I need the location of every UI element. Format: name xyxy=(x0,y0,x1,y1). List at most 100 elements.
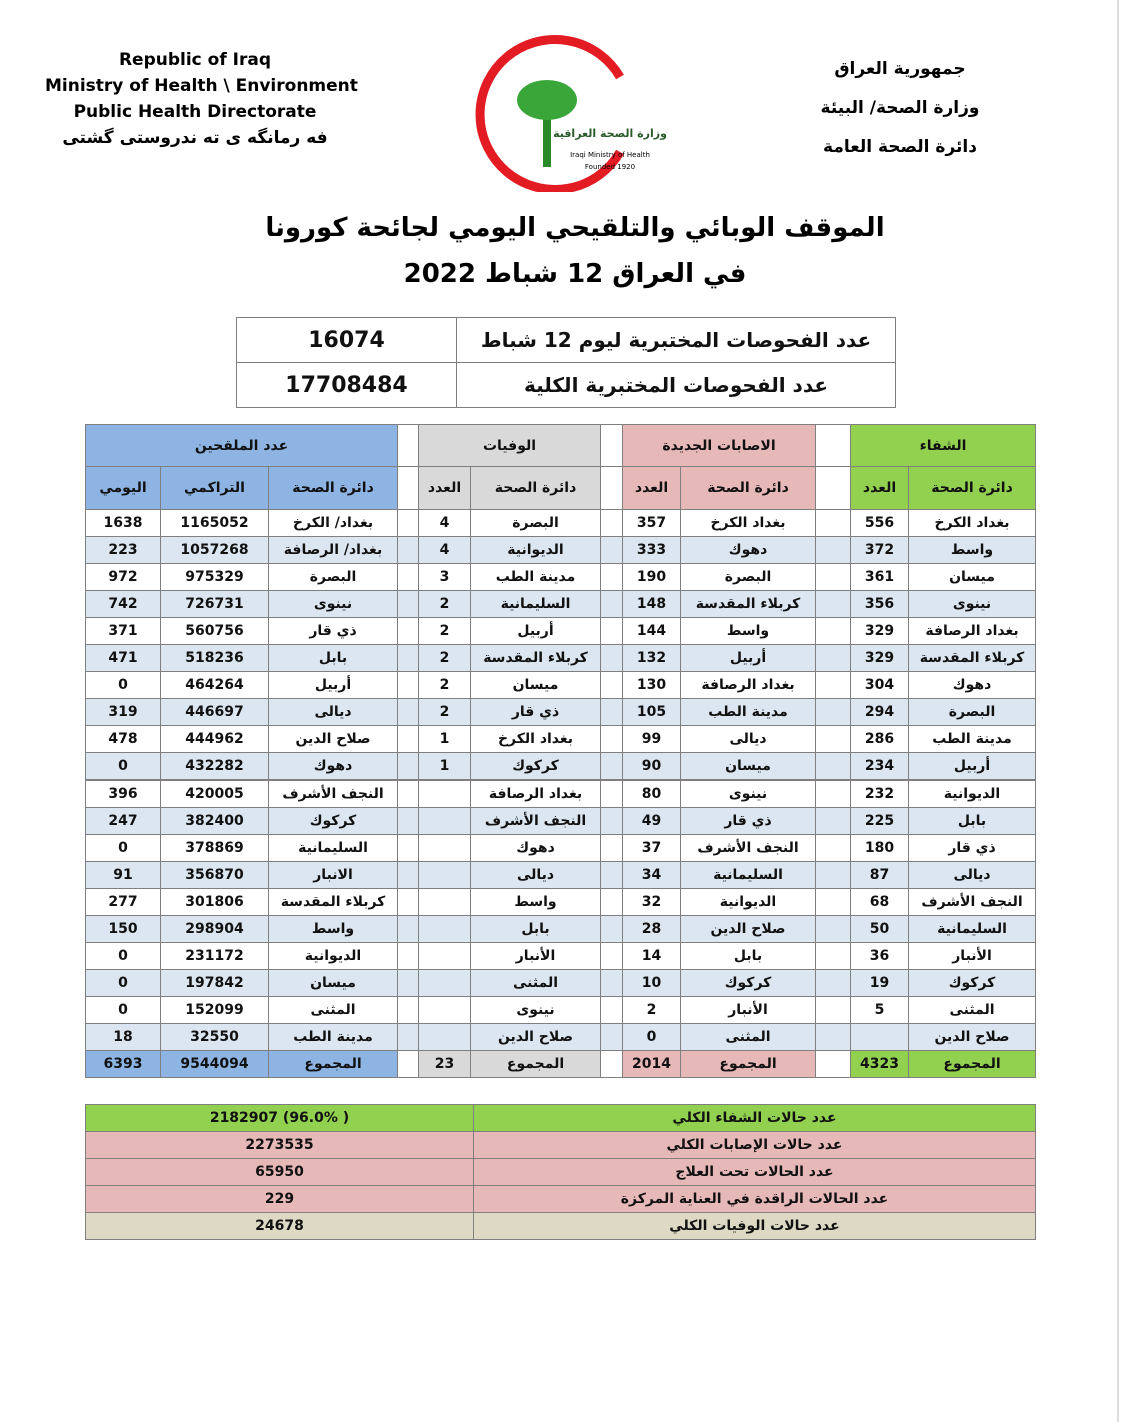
count: 301806 xyxy=(160,887,269,916)
count: 4 xyxy=(418,536,471,565)
gap xyxy=(600,644,623,673)
region: دهوك xyxy=(908,671,1036,700)
count: 3 xyxy=(418,563,471,592)
summary-label: عدد الحالات الراقدة في العناية المركزة xyxy=(473,1185,1036,1213)
count xyxy=(850,1022,909,1051)
count: 0 xyxy=(622,1022,681,1051)
gap xyxy=(397,590,419,619)
region: صلاح الدين xyxy=(908,1022,1036,1051)
gap xyxy=(600,725,623,754)
count: 87 xyxy=(850,860,909,889)
gap xyxy=(815,509,851,538)
gap xyxy=(600,1022,623,1051)
gap xyxy=(397,860,419,889)
gap xyxy=(815,698,851,727)
region: مدينة الطب xyxy=(680,698,816,727)
count: 5 xyxy=(850,995,909,1024)
region: بغداد الكرخ xyxy=(680,509,816,538)
gap xyxy=(815,752,851,781)
region: الانبار xyxy=(268,860,398,889)
summary-label: عدد حالات الإصابات الكلي xyxy=(473,1131,1036,1159)
region: ديالى xyxy=(680,725,816,754)
gap xyxy=(600,995,623,1024)
gap xyxy=(397,698,419,727)
region: الديوانية xyxy=(470,536,601,565)
region: ميسان xyxy=(470,671,601,700)
region: النجف الأشرف xyxy=(470,806,601,835)
region: نينوى xyxy=(680,779,816,808)
count: 132 xyxy=(622,644,681,673)
region: السليمانية xyxy=(680,860,816,889)
count: 105 xyxy=(622,698,681,727)
line: Republic of Iraq xyxy=(118,50,272,70)
count: 1 xyxy=(418,725,471,754)
count: 130 xyxy=(622,671,681,700)
gap xyxy=(600,806,623,835)
gap xyxy=(600,941,623,970)
region: بغداد الكرخ xyxy=(908,509,1036,538)
gap xyxy=(397,833,419,862)
gap xyxy=(815,1050,851,1078)
count: 726731 xyxy=(160,590,269,619)
line: وزارة الصحة/ البيئة xyxy=(820,98,980,118)
count: 444962 xyxy=(160,725,269,754)
total: 6393 xyxy=(85,1050,161,1078)
region: البصرة xyxy=(680,563,816,592)
trunk xyxy=(543,107,551,167)
region: البصرة xyxy=(268,563,398,592)
line: فه رمانگه ی ته ندروستی گشتی xyxy=(62,128,328,148)
count: 144 xyxy=(622,617,681,646)
summary-label: عدد حالات الوفيات الكلي xyxy=(473,1212,1036,1240)
count: 356870 xyxy=(160,860,269,889)
gap xyxy=(600,698,623,727)
test-value: 16074 xyxy=(236,317,457,363)
gap xyxy=(815,725,851,754)
gap xyxy=(600,968,623,997)
count: 0 xyxy=(85,671,161,700)
logo: وزارة الصحة العراقية Iraqi Ministry of H… xyxy=(475,35,667,192)
count: 329 xyxy=(850,617,909,646)
region: الأنبار xyxy=(470,941,601,970)
count: 396 xyxy=(85,779,161,808)
count: 80 xyxy=(622,779,681,808)
summary-value: 229 xyxy=(85,1185,474,1213)
gap xyxy=(815,941,851,970)
region: ميسان xyxy=(908,563,1036,592)
count xyxy=(418,995,471,1024)
region: ديالى xyxy=(268,698,398,727)
count xyxy=(418,941,471,970)
total: 4323 xyxy=(850,1050,909,1078)
count: 471 xyxy=(85,644,161,673)
total: المجموع xyxy=(470,1050,601,1078)
count: 1 xyxy=(418,752,471,781)
region: دهوك xyxy=(470,833,601,862)
region: كركوك xyxy=(680,968,816,997)
region: السليمانية xyxy=(908,914,1036,943)
gap xyxy=(397,671,419,700)
count: 2 xyxy=(418,698,471,727)
region: ذي قار xyxy=(908,833,1036,862)
gap xyxy=(397,914,419,943)
region: نينوى xyxy=(268,590,398,619)
region: المثنى xyxy=(470,968,601,997)
region: ميسان xyxy=(680,752,816,781)
count xyxy=(418,914,471,943)
count: 464264 xyxy=(160,671,269,700)
total: 9544094 xyxy=(160,1050,269,1078)
count: 972 xyxy=(85,563,161,592)
gap xyxy=(600,887,623,916)
count: 0 xyxy=(85,941,161,970)
count: 329 xyxy=(850,644,909,673)
count: 37 xyxy=(622,833,681,862)
line: Ministry of Health \ Environment xyxy=(45,76,358,96)
count: 432282 xyxy=(160,752,269,781)
title-line: في العراق 12 شباط 2022 xyxy=(403,259,747,289)
gap xyxy=(815,563,851,592)
count: 382400 xyxy=(160,806,269,835)
count: 361 xyxy=(850,563,909,592)
count: 90 xyxy=(622,752,681,781)
test-value: 17708484 xyxy=(236,362,457,408)
count: 180 xyxy=(850,833,909,862)
column-header: دائرة الصحة xyxy=(268,466,398,510)
